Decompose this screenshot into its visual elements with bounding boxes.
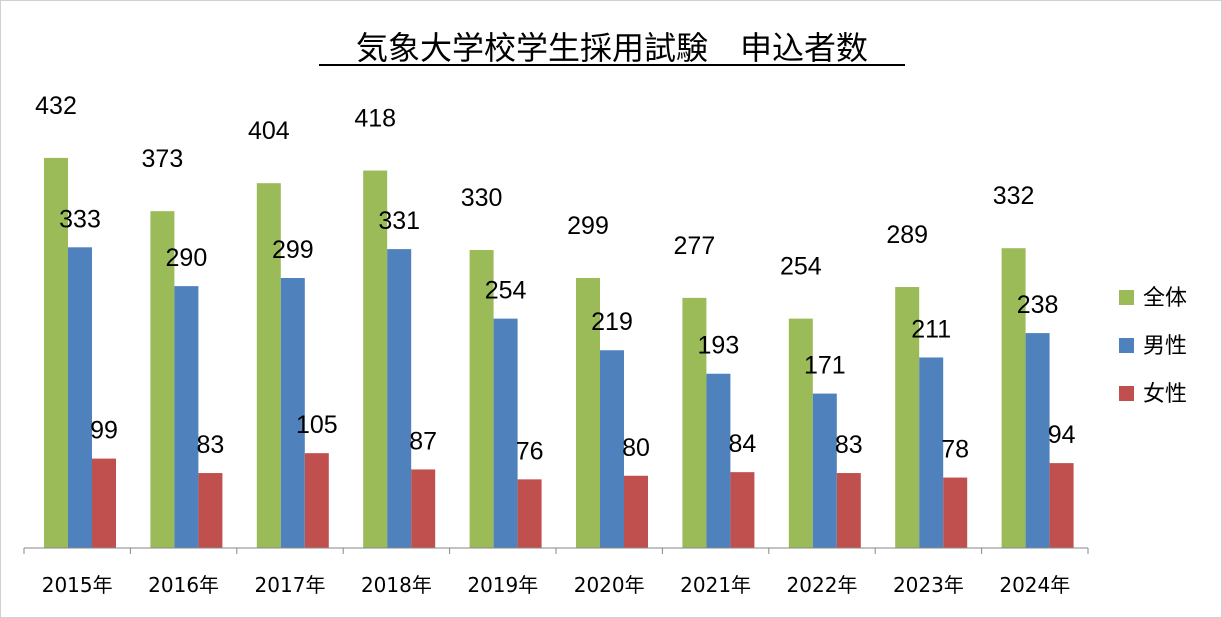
bar-男性-2023年 — [919, 357, 944, 548]
x-tick-label-2017年: 2017年 — [255, 573, 326, 597]
bar-女性-2020年 — [624, 475, 648, 548]
bar-女性-2019年 — [517, 479, 542, 548]
bar-全体-2018年 — [363, 170, 388, 548]
chart-title: 気象大学校学生採用試験 申込者数 — [356, 29, 868, 67]
data-label-全体-2024年: 332 — [993, 182, 1035, 210]
x-tick-label-2024年: 2024年 — [999, 573, 1070, 597]
bar-全体-2024年 — [1001, 248, 1026, 549]
bar-全体-2015年 — [44, 157, 68, 549]
bar-女性-2016年 — [198, 473, 223, 548]
plot-area: 432 373 404 418 330 299 277 254 289 332 333 290 299 3… — [23, 92, 1089, 597]
data-label-全体-2018年: 418 — [354, 105, 396, 133]
data-label-女性-2020年: 80 — [622, 434, 650, 462]
x-tick-label-2020年: 2020年 — [574, 573, 645, 597]
data-label-女性-2022年: 83 — [835, 431, 863, 459]
legend-swatch-男性 — [1119, 338, 1134, 353]
data-label-全体-2023年: 289 — [886, 221, 928, 249]
data-label-男性-2017年: 299 — [272, 236, 314, 264]
bar-女性-2018年 — [411, 469, 436, 548]
bar-女性-2021年 — [730, 472, 755, 548]
data-label-全体-2019年: 330 — [461, 184, 503, 212]
data-label-男性-2018年: 331 — [378, 207, 420, 235]
x-tick-label-2016年: 2016年 — [148, 573, 219, 597]
data-label-男性-2016年: 290 — [166, 244, 208, 272]
data-label-男性-2023年: 211 — [911, 315, 951, 343]
bar-全体-2016年 — [150, 211, 175, 548]
data-label-男性-2019年: 254 — [485, 277, 527, 305]
data-label-全体-2022年: 254 — [780, 253, 822, 281]
legend-label-全体: 全体 — [1143, 286, 1187, 311]
bar-全体-2019年 — [469, 250, 494, 548]
bar-全体-2020年 — [576, 278, 600, 548]
bar-男性-2021年 — [706, 373, 731, 548]
data-label-男性-2020年: 219 — [591, 308, 633, 336]
data-label-女性-2017年: 105 — [296, 411, 338, 439]
bar-男性-2022年 — [812, 393, 837, 548]
bar-全体-2023年 — [895, 287, 920, 548]
data-label-全体-2020年: 299 — [567, 212, 609, 240]
x-tick-label-2015年: 2015年 — [42, 573, 113, 597]
data-label-男性-2022年: 171 — [804, 352, 846, 380]
bar-男性-2018年 — [387, 249, 412, 548]
data-label-男性-2015年: 333 — [59, 205, 101, 233]
bar-全体-2022年 — [788, 318, 813, 548]
data-label-女性-2016年: 83 — [196, 431, 224, 459]
data-label-女性-2018年: 87 — [409, 427, 437, 455]
data-label-女性-2019年: 76 — [516, 437, 544, 465]
bar-男性-2019年 — [493, 318, 518, 548]
data-label-女性-2015年: 99 — [90, 417, 118, 445]
bar-男性-2016年 — [174, 286, 199, 548]
bar-男性-2024年 — [1025, 333, 1050, 548]
bar-女性-2023年 — [943, 477, 968, 548]
bar-女性-2015年 — [92, 458, 116, 548]
bar-男性-2020年 — [600, 350, 624, 548]
bar-女性-2022年 — [836, 473, 861, 548]
bar-男性-2017年 — [280, 278, 305, 548]
data-label-男性-2021年: 193 — [698, 332, 740, 360]
x-tick-label-2022年: 2022年 — [787, 573, 858, 597]
bar-全体-2017年 — [256, 183, 281, 549]
data-label-全体-2021年: 277 — [674, 232, 716, 260]
data-label-男性-2024年: 238 — [1017, 291, 1059, 319]
data-label-全体-2016年: 373 — [142, 145, 184, 173]
x-tick-label-2023年: 2023年 — [893, 573, 964, 597]
legend-swatch-全体 — [1119, 290, 1134, 305]
x-tick-label-2019年: 2019年 — [467, 573, 538, 597]
data-label-全体-2017年: 404 — [248, 117, 290, 145]
data-label-女性-2023年: 78 — [941, 436, 969, 464]
x-tick-label-2021年: 2021年 — [680, 573, 751, 597]
x-tick-label-2018年: 2018年 — [361, 573, 432, 597]
legend-swatch-女性 — [1119, 386, 1134, 401]
legend-label-男性: 男性 — [1143, 334, 1187, 359]
bar-女性-2017年 — [304, 453, 329, 548]
data-label-女性-2024年: 94 — [1048, 421, 1076, 449]
bar-全体-2021年 — [682, 297, 707, 548]
bar-男性-2015年 — [68, 247, 92, 548]
bar-女性-2024年 — [1049, 463, 1074, 548]
data-label-全体-2015年: 432 — [35, 92, 77, 120]
data-label-女性-2021年: 84 — [728, 430, 756, 458]
legend-label-女性: 女性 — [1143, 382, 1187, 407]
